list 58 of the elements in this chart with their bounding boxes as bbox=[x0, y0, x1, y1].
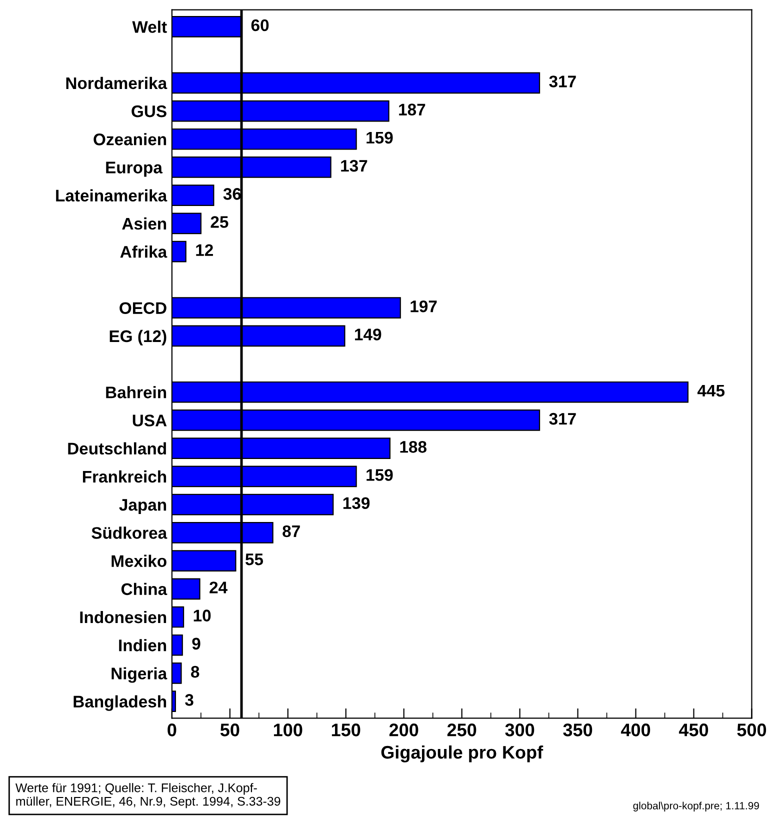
y-tick-label: Mexiko bbox=[112, 554, 166, 567]
data-label: 197 bbox=[410, 300, 437, 312]
y-tick-label: Asien bbox=[122, 217, 166, 230]
y-tick-label: Bahrein bbox=[106, 386, 166, 398]
x-tick-label: 350 bbox=[563, 724, 592, 736]
y-tick-label: OECD bbox=[120, 302, 166, 314]
x-tick-label: 50 bbox=[220, 724, 240, 736]
data-label: 188 bbox=[400, 441, 426, 453]
text: global\pro-kopf.pre; 1.11.99 bbox=[633, 802, 759, 812]
y-tick-label: China bbox=[121, 582, 168, 596]
y-tick-label: Nordamerika bbox=[66, 76, 168, 90]
y-tick-label: EG (12) bbox=[110, 330, 166, 346]
data-label: 60 bbox=[251, 19, 269, 32]
x-tick-label: 0 bbox=[168, 724, 176, 736]
x-tick-label: 250 bbox=[447, 724, 476, 736]
data-label: 317 bbox=[549, 76, 576, 88]
data-label: 9 bbox=[192, 638, 200, 650]
data-label: 3 bbox=[185, 694, 194, 706]
y-tick-label: GUS bbox=[132, 105, 166, 118]
y-tick-label: Lateinamerika bbox=[56, 189, 168, 202]
data-label: 137 bbox=[341, 160, 368, 172]
y-tick-label: Japan bbox=[119, 499, 166, 514]
y-tick-label: Nigeria bbox=[112, 667, 168, 683]
y-tick-label: Ozeanien bbox=[94, 133, 166, 146]
x-tick-label: 500 bbox=[737, 724, 766, 736]
data-label: 445 bbox=[697, 384, 725, 397]
x-tick-label: 300 bbox=[505, 724, 534, 736]
x-tick-label: 400 bbox=[620, 724, 650, 736]
data-label: 10 bbox=[194, 610, 211, 622]
x-tick-label: 200 bbox=[389, 724, 418, 736]
x-tick-label: 150 bbox=[332, 724, 360, 736]
y-tick-label: Europa bbox=[106, 162, 163, 177]
y-tick-label: Afrika bbox=[120, 246, 168, 258]
data-label: 8 bbox=[191, 666, 200, 678]
y-tick-label: Indien bbox=[119, 639, 166, 652]
y-tick-label: Bangladesh bbox=[74, 695, 166, 711]
y-tick-label: Südkorea bbox=[92, 526, 168, 539]
y-tick-label: Frankreich bbox=[82, 470, 166, 483]
data-label: 187 bbox=[399, 104, 426, 116]
x-tick-label: 450 bbox=[678, 724, 708, 736]
x-axis-title: Gigajoule pro Kopf bbox=[381, 745, 544, 762]
y-tick-label: Welt bbox=[132, 20, 167, 33]
text: Werte für 1991; Quelle: T. Fleischer, J.Kopf- müller, ENERGIE, 46, Nr.9, Sept. 1994, S.33-39 bbox=[15, 783, 280, 808]
data-label: 36 bbox=[223, 188, 241, 200]
x-tick-label: 100 bbox=[274, 724, 302, 736]
data-label: 25 bbox=[210, 216, 228, 228]
data-label: 24 bbox=[210, 582, 228, 594]
data-label: 87 bbox=[282, 525, 300, 538]
data-label: 159 bbox=[366, 132, 393, 144]
y-tick-label: USA bbox=[132, 414, 167, 426]
y-tick-label: Deutschland bbox=[68, 442, 166, 455]
data-label: 55 bbox=[245, 554, 264, 566]
data-label: 159 bbox=[366, 469, 393, 481]
data-label: 12 bbox=[196, 244, 213, 256]
data-label: 139 bbox=[343, 497, 370, 510]
data-label: 149 bbox=[355, 328, 382, 340]
y-tick-label: Indonesien bbox=[80, 610, 166, 624]
data-label: 317 bbox=[549, 412, 576, 425]
